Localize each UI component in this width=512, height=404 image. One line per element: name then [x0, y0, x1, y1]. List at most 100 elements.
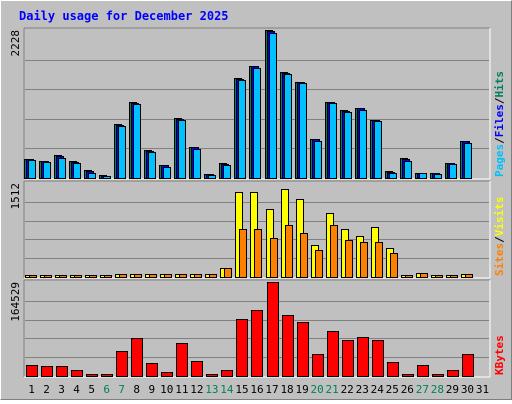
bar-sites: [89, 275, 97, 278]
bar-pages: [208, 175, 216, 179]
bar-pages: [193, 149, 201, 179]
day-label: 22: [341, 383, 354, 396]
bar-kbytes: [86, 374, 98, 377]
bar-sites: [390, 253, 398, 278]
day-label: 25: [386, 383, 399, 396]
bar-kbytes: [206, 374, 218, 377]
bar-kbytes: [342, 340, 354, 377]
bar-kbytes: [387, 362, 399, 377]
bar-pages: [253, 68, 261, 179]
day-label: 11: [175, 383, 188, 396]
bar-kbytes: [101, 374, 113, 377]
day-label: 29: [446, 383, 459, 396]
y-max-label: 1512: [9, 183, 22, 210]
bar-kbytes: [312, 354, 324, 377]
bar-sites: [224, 268, 232, 278]
bar-pages: [269, 33, 277, 179]
bar-pages: [314, 141, 322, 179]
bar-kbytes: [116, 351, 128, 377]
bar-pages: [299, 83, 307, 179]
day-label: 3: [58, 383, 65, 396]
bar-pages: [103, 176, 111, 179]
bar-pages: [449, 164, 457, 179]
bar-kbytes: [282, 315, 294, 377]
bar-sites: [435, 275, 443, 278]
day-label: 10: [160, 383, 173, 396]
bar-sites: [164, 274, 172, 278]
bar-kbytes: [146, 363, 158, 377]
legend-entry: Files: [493, 104, 506, 137]
y-max-label: 164529: [9, 282, 22, 322]
bar-sites: [345, 240, 353, 278]
legend-entry: KBytes: [493, 335, 506, 375]
bar-kbytes: [327, 331, 339, 377]
bar-sites: [360, 242, 368, 278]
bar-kbytes: [161, 372, 173, 377]
y-max-label: 2228: [9, 30, 22, 57]
day-label: 26: [401, 383, 414, 396]
bar-pages: [374, 121, 382, 179]
legend-middle: Sites/Visits: [493, 197, 506, 277]
bar-sites: [465, 274, 473, 278]
day-label: 20: [311, 383, 324, 396]
bar-pages: [284, 74, 292, 179]
bar-pages: [464, 143, 472, 179]
day-label: 28: [431, 383, 444, 396]
bar-kbytes: [251, 310, 263, 377]
bar-sites: [104, 275, 112, 278]
legend-entry: /: [493, 236, 506, 243]
bar-pages: [404, 161, 412, 179]
day-label: 4: [73, 383, 80, 396]
bar-kbytes: [357, 337, 369, 377]
bar-pages: [88, 173, 96, 179]
bar-sites: [149, 274, 157, 278]
bar-sites: [405, 275, 413, 278]
day-label: 23: [356, 383, 369, 396]
legend-entry: /: [493, 97, 506, 104]
bar-pages: [419, 173, 427, 179]
day-label: 9: [148, 383, 155, 396]
bar-kbytes: [56, 366, 68, 377]
bar-kbytes: [462, 354, 474, 377]
day-label: 7: [118, 383, 125, 396]
day-label: 21: [326, 383, 339, 396]
bar-pages: [344, 112, 352, 179]
day-label: 14: [220, 383, 234, 396]
bar-pages: [163, 167, 171, 179]
day-label: 6: [103, 383, 110, 396]
day-label: 17: [265, 383, 278, 396]
bar-kbytes: [221, 370, 233, 377]
bar-sites: [315, 250, 323, 278]
legend-entry: /: [493, 137, 506, 144]
bar-kbytes: [41, 366, 53, 377]
bar-sites: [450, 275, 458, 278]
bar-sites: [29, 275, 37, 278]
day-label: 31: [476, 383, 489, 396]
legend-entry: Sites: [493, 243, 506, 276]
bar-sites: [300, 233, 308, 278]
day-label: 5: [88, 383, 95, 396]
bar-kbytes: [267, 282, 279, 377]
bar-sites: [375, 242, 383, 278]
legend-bottom: KBytes: [493, 335, 506, 375]
legend-entry: Hits: [493, 71, 506, 98]
day-label: 13: [205, 383, 218, 396]
bar-kbytes: [297, 322, 309, 377]
day-label: 8: [133, 383, 140, 396]
bar-pages: [434, 174, 442, 179]
day-label: 1: [28, 383, 35, 396]
day-label: 24: [371, 383, 385, 396]
bar-sites: [420, 273, 428, 278]
bar-kbytes: [402, 374, 414, 377]
bar-pages: [238, 80, 246, 179]
bar-sites: [119, 274, 127, 278]
bar-pages: [133, 104, 141, 179]
bar-pages: [43, 162, 51, 179]
bar-kbytes: [131, 338, 143, 377]
bar-kbytes: [372, 340, 384, 377]
day-label: 16: [250, 383, 263, 396]
bar-pages: [178, 120, 186, 179]
day-label: 18: [280, 383, 293, 396]
